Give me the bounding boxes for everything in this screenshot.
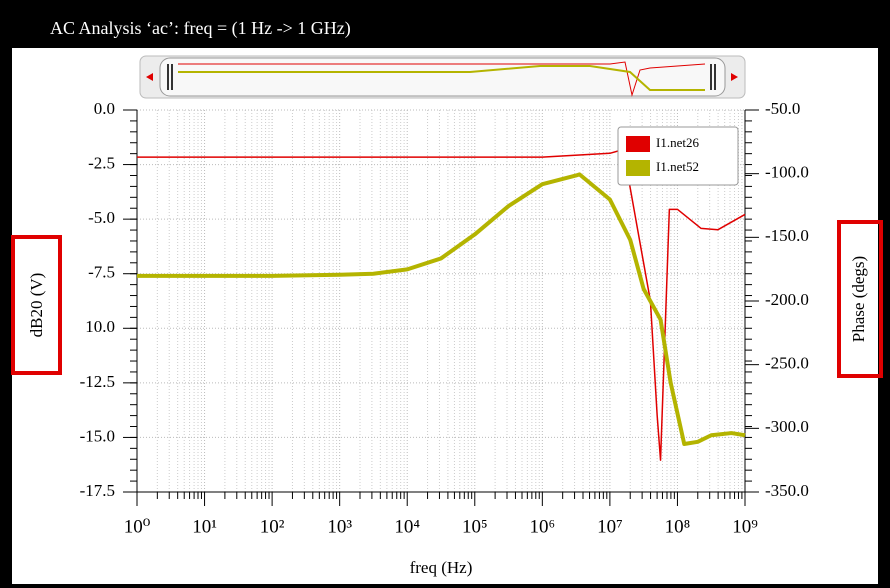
legend-swatch xyxy=(626,160,650,176)
highlight-box xyxy=(11,235,62,375)
x-tick-label: 10¹ xyxy=(192,516,217,537)
y2-tick-label: -200.0 xyxy=(765,290,809,309)
y2-tick-label: -250.0 xyxy=(765,354,809,373)
x-tick-label: 10⁰ xyxy=(124,516,151,537)
x-tick-label: 10⁸ xyxy=(665,516,691,537)
x-axis-label: freq (Hz) xyxy=(410,558,473,577)
y-tick-label: -17.5 xyxy=(80,481,115,500)
x-tick-label: 10⁴ xyxy=(394,516,420,537)
y-tick-label: -12.5 xyxy=(80,372,115,391)
y-tick-label: -7.5 xyxy=(88,263,115,282)
y2-tick-label: -100.0 xyxy=(765,163,809,182)
y-tick-label: -15.0 xyxy=(80,426,115,445)
overview-scrollbar[interactable] xyxy=(139,55,746,99)
y-tick-label: 0.0 xyxy=(94,99,115,118)
y-tick-label: -2.5 xyxy=(88,153,115,172)
y2-tick-label: -150.0 xyxy=(765,226,809,245)
x-tick-label: 10⁷ xyxy=(597,516,623,537)
highlight-box xyxy=(837,220,883,378)
x-tick-label: 10⁵ xyxy=(462,516,488,537)
y2-axis-label: Phase (degs) xyxy=(849,256,868,342)
overview-line xyxy=(178,65,705,91)
y-tick-label: 10.0 xyxy=(85,317,115,336)
x-tick-label: 10⁹ xyxy=(732,516,758,537)
scroll-thumb[interactable] xyxy=(159,57,726,97)
chart-title: AC Analysis ‘ac’: freq = (1 Hz -> 1 GHz) xyxy=(50,18,351,39)
legend-swatch xyxy=(626,136,650,152)
overview-line xyxy=(178,61,706,97)
x-tick-label: 10² xyxy=(260,516,285,537)
series-line xyxy=(137,172,746,446)
y2-tick-label: -300.0 xyxy=(765,417,809,436)
scroll-arrow-left[interactable] xyxy=(146,73,153,81)
y2-tick-label: -50.0 xyxy=(765,99,800,118)
x-tick-label: 10⁶ xyxy=(530,516,556,537)
y-tick-label: -5.0 xyxy=(88,208,115,227)
x-tick-label: 10³ xyxy=(327,516,352,537)
y-axis-label: dB20 (V) xyxy=(27,273,46,338)
y2-tick-label: -350.0 xyxy=(765,481,809,500)
scroll-arrow-right[interactable] xyxy=(731,73,738,81)
legend-label: I1.net26 xyxy=(656,135,699,150)
legend-label: I1.net52 xyxy=(656,159,699,174)
